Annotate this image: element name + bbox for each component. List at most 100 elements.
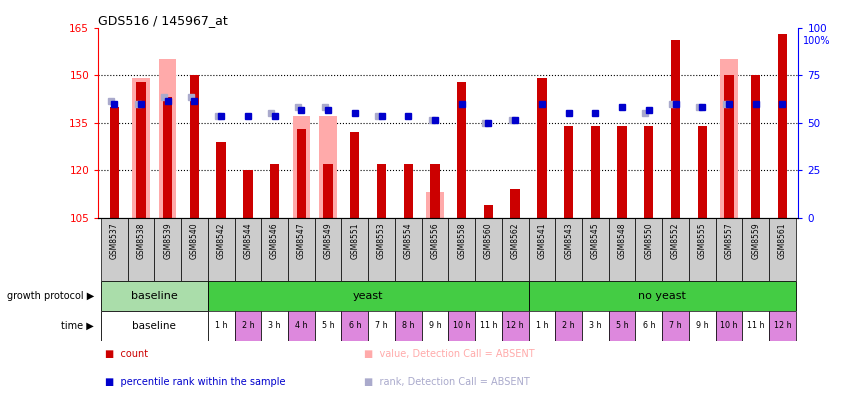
Bar xyxy=(261,311,287,341)
Bar xyxy=(235,311,261,341)
Text: 2 h: 2 h xyxy=(561,321,574,330)
Bar xyxy=(554,311,581,341)
Bar xyxy=(635,218,661,281)
Text: growth protocol ▶: growth protocol ▶ xyxy=(7,291,94,301)
Text: GSM8542: GSM8542 xyxy=(217,223,225,259)
Text: no yeast: no yeast xyxy=(637,291,685,301)
Bar xyxy=(688,311,715,341)
Text: GSM8541: GSM8541 xyxy=(537,223,546,259)
Bar xyxy=(287,218,315,281)
Bar xyxy=(189,75,199,218)
Text: baseline: baseline xyxy=(131,291,177,301)
Text: 12 h: 12 h xyxy=(773,321,791,330)
Bar xyxy=(483,205,492,218)
Text: GSM8539: GSM8539 xyxy=(163,223,172,259)
Bar xyxy=(323,164,333,218)
Bar xyxy=(635,311,661,341)
Bar xyxy=(581,218,608,281)
Text: GSM8545: GSM8545 xyxy=(590,223,599,259)
Text: 6 h: 6 h xyxy=(348,321,361,330)
Bar xyxy=(590,126,600,218)
Bar xyxy=(670,40,680,218)
Text: 11 h: 11 h xyxy=(746,321,763,330)
Bar xyxy=(109,107,119,218)
Bar xyxy=(661,218,688,281)
Bar xyxy=(661,311,688,341)
Text: 2 h: 2 h xyxy=(241,321,254,330)
Text: GSM8552: GSM8552 xyxy=(670,223,679,259)
Bar xyxy=(474,218,502,281)
Bar xyxy=(448,311,474,341)
Bar xyxy=(537,78,546,218)
Text: GSM8554: GSM8554 xyxy=(403,223,412,259)
Bar xyxy=(101,281,207,311)
Bar xyxy=(421,218,448,281)
Bar xyxy=(608,311,635,341)
Text: GSM8557: GSM8557 xyxy=(723,223,733,259)
Text: GSM8553: GSM8553 xyxy=(376,223,386,259)
Text: GDS516 / 145967_at: GDS516 / 145967_at xyxy=(98,13,228,27)
Bar xyxy=(159,59,177,218)
Bar xyxy=(528,311,554,341)
Text: 6 h: 6 h xyxy=(641,321,654,330)
Text: 10 h: 10 h xyxy=(452,321,470,330)
Bar xyxy=(341,218,368,281)
Bar xyxy=(287,311,315,341)
Bar xyxy=(136,82,146,218)
Bar xyxy=(319,116,336,218)
Bar xyxy=(617,126,626,218)
Bar xyxy=(502,218,528,281)
Bar xyxy=(715,311,741,341)
Bar xyxy=(448,218,474,281)
Text: 3 h: 3 h xyxy=(589,321,601,330)
Bar xyxy=(719,59,737,218)
Bar xyxy=(181,218,207,281)
Text: ■  percentile rank within the sample: ■ percentile rank within the sample xyxy=(105,377,286,387)
Bar xyxy=(741,218,769,281)
Bar xyxy=(510,189,519,218)
Text: 1 h: 1 h xyxy=(535,321,548,330)
Bar xyxy=(296,129,305,218)
Text: GSM8537: GSM8537 xyxy=(110,223,119,259)
Text: baseline: baseline xyxy=(132,321,176,331)
Text: GSM8551: GSM8551 xyxy=(350,223,359,259)
Text: 3 h: 3 h xyxy=(268,321,281,330)
Bar xyxy=(528,218,554,281)
Bar xyxy=(270,164,279,218)
Bar xyxy=(426,192,444,218)
Text: 100%: 100% xyxy=(802,36,829,46)
Bar xyxy=(750,75,759,218)
Bar xyxy=(723,75,733,218)
Bar xyxy=(697,126,706,218)
Text: 9 h: 9 h xyxy=(428,321,441,330)
Bar xyxy=(715,218,741,281)
Text: 9 h: 9 h xyxy=(695,321,708,330)
Text: ■  value, Detection Call = ABSENT: ■ value, Detection Call = ABSENT xyxy=(364,349,534,360)
Bar xyxy=(101,218,127,281)
Bar xyxy=(207,311,235,341)
Text: 11 h: 11 h xyxy=(479,321,496,330)
Text: 1 h: 1 h xyxy=(215,321,227,330)
Text: GSM8548: GSM8548 xyxy=(617,223,626,259)
Bar xyxy=(394,218,421,281)
Bar xyxy=(741,311,769,341)
Bar xyxy=(154,218,181,281)
Text: GSM8540: GSM8540 xyxy=(189,223,199,259)
Bar xyxy=(101,311,207,341)
Text: GSM8549: GSM8549 xyxy=(323,223,332,259)
Bar xyxy=(368,311,394,341)
Bar xyxy=(293,116,310,218)
Text: GSM8559: GSM8559 xyxy=(751,223,759,259)
Text: ■  count: ■ count xyxy=(105,349,148,360)
Bar xyxy=(350,132,359,218)
Bar xyxy=(528,281,795,311)
Text: ■  rank, Detection Call = ABSENT: ■ rank, Detection Call = ABSENT xyxy=(364,377,530,387)
Bar xyxy=(132,78,149,218)
Bar xyxy=(456,82,466,218)
Bar xyxy=(688,218,715,281)
Bar xyxy=(163,97,172,218)
Text: GSM8543: GSM8543 xyxy=(564,223,572,259)
Bar xyxy=(207,218,235,281)
Bar xyxy=(769,311,795,341)
Text: GSM8558: GSM8558 xyxy=(456,223,466,259)
